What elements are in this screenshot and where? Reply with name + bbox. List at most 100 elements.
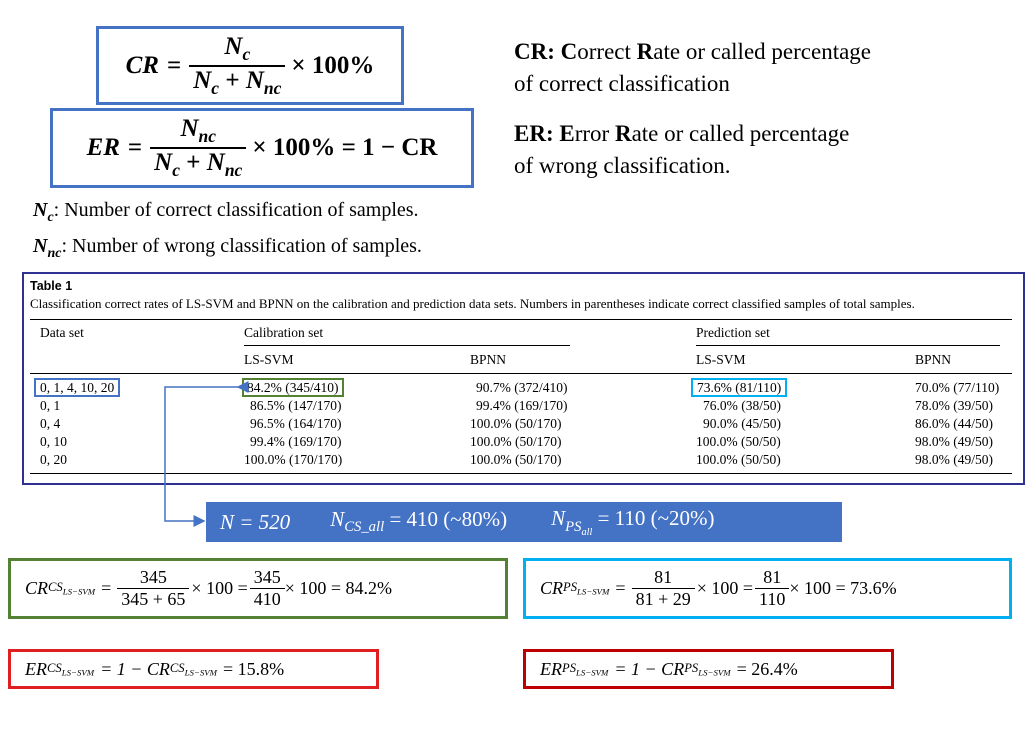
cell-dataset: 0, 1	[40, 398, 61, 413]
er-ps-calc-box: ER PSLS−SVM = 1 − CR PSLS−SVM = 26.4%	[523, 649, 894, 689]
cr-cs-d2: 410	[249, 588, 285, 610]
cr-cs-sub: CSLS−SVM	[48, 580, 95, 597]
banner-nps-subsub: all	[581, 526, 593, 538]
cell-dataset: 0, 10	[40, 434, 67, 449]
banner-nps-sub: PSall	[565, 518, 593, 538]
cr-fraction: Nc Nc + Nnc	[189, 32, 286, 99]
cr-cs-calc-box: CR CSLS−SVM = 345 345 + 65 × 100 = 345 410 …	[8, 558, 508, 619]
banner-nps-val: = 110 (~20%)	[597, 506, 715, 531]
cell-dataset: 0, 20	[40, 452, 67, 467]
banner-nps-symbol: N	[551, 506, 566, 531]
er-def-label: ER:	[514, 121, 554, 146]
banner-nps-sub-text: PS	[565, 518, 582, 535]
cr-plus: +	[225, 66, 240, 94]
er-def-line2: of wrong classification.	[514, 153, 731, 178]
sub-header-pre-bpnn: BPNN	[915, 352, 952, 367]
cr-ps-lhs: CR	[540, 578, 564, 598]
cr-ps-frac2: 81 110	[755, 567, 790, 610]
cell-pre-lssvm: 100.0% (50/50)	[696, 434, 781, 449]
highlight-dataset: 0, 1, 4, 10, 20	[34, 378, 121, 397]
link-arrow	[164, 381, 249, 527]
er-den-b-sub: nc	[224, 160, 243, 180]
er-ps-mid: = 1 − CR	[614, 658, 685, 679]
er-cs-sub: CSLS−SVM	[47, 661, 94, 678]
er-cs-calc-box: ER CSLS−SVM = 1 − CR CSLS−SVM = 15.8%	[8, 649, 379, 689]
cr-num-sub: c	[242, 43, 251, 64]
er-ps-sub: PSLS−SVM	[562, 661, 608, 678]
cr-formula-lhs: CR	[125, 51, 159, 79]
er-den-b: N	[206, 149, 225, 176]
cell-cal-lssvm: 86.5% (147/170)	[250, 398, 342, 413]
table-row: 0, 10 99.4% (169/170) 100.0% (50/170) 10…	[24, 434, 1024, 452]
cell-pre-bpnn: 98.0% (49/50)	[915, 452, 993, 467]
er-ps-sub-text: PS	[562, 660, 576, 675]
cr-num: N	[224, 32, 243, 60]
sample-count-banner: N = 520 NCS_all = 410 (~80%) NPSall = 11…	[206, 502, 842, 542]
cr-cs-subsub: LS−SVM	[62, 586, 96, 597]
cr-cs-n2: 345	[253, 567, 281, 587]
er-formula-box: ER = Nnc Nc + Nnc × 100% = 1 − CR	[50, 108, 474, 188]
col-header-dataset: Data set	[40, 325, 84, 340]
prediction-rule	[696, 345, 1000, 346]
er-num: N	[180, 115, 199, 142]
cell-pre-bpnn: 86.0% (44/50)	[915, 416, 993, 431]
cell-cal-lssvm: 99.4% (169/170)	[250, 434, 342, 449]
header-bottom-rule	[30, 373, 1012, 374]
cr-def-label: CR:	[514, 39, 555, 64]
group-header-prediction: Prediction set	[696, 325, 770, 340]
nnc-sub: nc	[47, 246, 62, 261]
cr-cs-lhs: CR	[25, 578, 49, 598]
symbol-notes: Nc: Number of correct classification of …	[33, 196, 422, 268]
er-def-e: E	[559, 121, 575, 146]
cr-def-c: C	[560, 39, 578, 64]
nnc-text: : Number of wrong classification of samp…	[61, 235, 422, 257]
cell-cal-lssvm: 96.5% (164/170)	[250, 416, 342, 431]
cell-cal-bpnn: 100.0% (50/170)	[470, 452, 562, 467]
cr-ps-frac1: 81 81 + 29	[631, 567, 695, 610]
cell-cal-bpnn: 99.4% (169/170)	[476, 398, 568, 413]
cr-ps-calc-box: CR PSLS−SVM = 81 81 + 29 × 100 = 81 110 × 1…	[523, 558, 1012, 619]
cell-pre-lssvm: 100.0% (50/50)	[696, 452, 781, 467]
calibration-rule	[244, 345, 570, 346]
cr-ps-n2: 81	[763, 567, 782, 587]
er-cs-tail: = 15.8%	[222, 658, 285, 679]
er-cs-sub2-text: CS	[169, 660, 185, 675]
cell-pre-bpnn: 70.0% (77/110)	[915, 380, 1000, 395]
banner-ncs-symbol: N	[330, 507, 345, 532]
er-ps-subsub: LS−SVM	[576, 667, 609, 678]
cr-cs-sub-text: CS	[48, 580, 63, 595]
cell-pre-bpnn: 78.0% (39/50)	[915, 398, 993, 413]
er-den-a: N	[154, 149, 173, 176]
cell-cal-bpnn: 90.7% (372/410)	[476, 380, 568, 395]
cell-cal-bpnn: 100.0% (50/170)	[470, 416, 562, 431]
nc-sub: c	[47, 210, 54, 225]
er-cs-sub2: CSLS−SVM	[170, 661, 217, 678]
nc-symbol: N	[33, 199, 48, 221]
cr-ps-eq: =	[615, 578, 626, 598]
er-def-r: R	[614, 121, 632, 146]
cell-dataset: 0, 4	[40, 416, 61, 431]
cr-def-t2: ate or called percentage	[653, 39, 871, 64]
nc-text: : Number of correct classification of sa…	[53, 199, 419, 221]
er-ps-sub2: PSLS−SVM	[684, 661, 730, 678]
cr-formula-tail: × 100%	[291, 51, 375, 79]
group-header-calibration: Calibration set	[244, 325, 324, 340]
cr-ps-mid: × 100 =	[696, 578, 754, 598]
cr-den-a: N	[193, 66, 212, 94]
er-def-t2: ate or called percentage	[631, 121, 850, 146]
er-formula-lhs: ER	[86, 134, 120, 161]
banner-ncs-val: = 410 (~80%)	[389, 507, 508, 532]
cr-cs-mid: × 100 =	[191, 578, 248, 598]
cr-ps-d1: 81 + 29	[631, 588, 695, 610]
cr-den-a-sub: c	[211, 77, 220, 98]
er-num-sub: nc	[198, 126, 217, 146]
table-row: 0, 1, 4, 10, 20 84.2% (345/410) 90.7% (3…	[24, 378, 1024, 398]
table-title: Table 1	[30, 279, 73, 293]
cr-cs-frac2: 345 410	[249, 567, 285, 610]
cell-pre-lssvm: 90.0% (45/50)	[703, 416, 781, 431]
er-den-a-sub: c	[172, 160, 181, 180]
cr-cs-eq: =	[101, 578, 112, 598]
er-cs-sub-text: CS	[47, 660, 62, 675]
table-bottom-rule	[30, 473, 1012, 474]
